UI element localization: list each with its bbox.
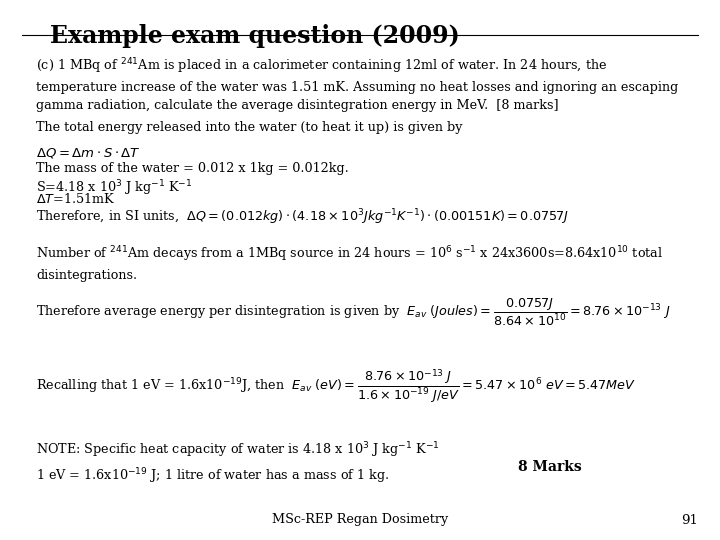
Text: Recalling that 1 eV = 1.6x10$^{-19}$J, then  $E_{av}$ $(eV) = \dfrac{8.76 \times: Recalling that 1 eV = 1.6x10$^{-19}$J, t…: [36, 367, 636, 405]
Text: The mass of the water = 0.012 x 1kg = 0.012kg.: The mass of the water = 0.012 x 1kg = 0.…: [36, 162, 348, 175]
Text: Number of $^{241}$Am decays from a 1MBq source in 24 hours = 10$^{6}$ s$^{-1}$ x: Number of $^{241}$Am decays from a 1MBq …: [36, 244, 663, 282]
Text: (c) 1 MBq of $^{241}$Am is placed in a calorimeter containing 12ml of water. In : (c) 1 MBq of $^{241}$Am is placed in a c…: [36, 57, 678, 112]
Text: NOTE: Specific heat capacity of water is 4.18 x 10$^{3}$ J kg$^{-1}$ K$^{-1}$
1 : NOTE: Specific heat capacity of water is…: [36, 440, 439, 486]
Text: Therefore average energy per disintegration is given by  $E_{av}$ $(Joules) = \d: Therefore average energy per disintegrat…: [36, 297, 670, 328]
Text: The total energy released into the water (to heat it up) is given by: The total energy released into the water…: [36, 122, 462, 134]
Text: Example exam question (2009): Example exam question (2009): [50, 24, 460, 48]
Text: Therefore, in SI units,  $\Delta Q = (0.012 kg) \cdot (4.18 \times 10^{3} Jkg^{-: Therefore, in SI units, $\Delta Q = (0.0…: [36, 208, 569, 227]
Text: 91: 91: [682, 514, 698, 526]
Text: $\Delta T$=1.51mK: $\Delta T$=1.51mK: [36, 192, 115, 206]
Text: 8 Marks: 8 Marks: [518, 460, 582, 474]
Text: S=4.18 x 10$^{3}$ J kg$^{-1}$ K$^{-1}$: S=4.18 x 10$^{3}$ J kg$^{-1}$ K$^{-1}$: [36, 178, 192, 198]
Text: $\Delta Q = \Delta m \cdot S \cdot \Delta T$: $\Delta Q = \Delta m \cdot S \cdot \Delt…: [36, 146, 141, 160]
Text: MSc-REP Regan Dosimetry: MSc-REP Regan Dosimetry: [272, 514, 448, 526]
